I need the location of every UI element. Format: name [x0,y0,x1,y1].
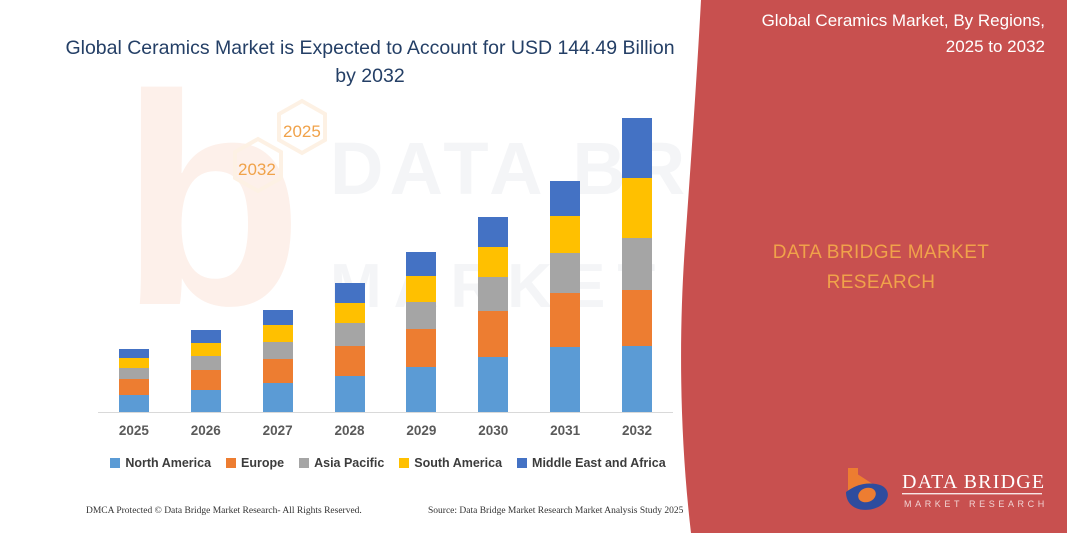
bar-segment[interactable] [622,289,653,346]
watermark-b-logo: b [120,32,303,368]
legend-label: Europe [241,456,285,470]
legend-swatch-icon [226,458,237,468]
legend-item[interactable]: North America [110,456,211,470]
bar-segment[interactable] [118,357,149,369]
bar-segment[interactable] [190,355,221,371]
bar-segment[interactable] [622,238,653,290]
bar-segment[interactable] [334,302,365,324]
x-axis-label-2026: 2026 [190,423,221,438]
bar-segment[interactable] [118,379,149,395]
bar-group-2025[interactable] [118,348,149,413]
bar-segment[interactable] [406,329,437,368]
bar-segment[interactable] [118,348,149,358]
right-panel [667,0,1067,533]
bar-segment[interactable] [118,394,149,413]
legend-item[interactable]: Middle East and Africa [517,456,666,470]
bar-segment[interactable] [478,277,509,311]
bar-segment[interactable] [406,251,437,277]
hexagon-2032-label: 2032 [238,160,276,179]
logo-name: DATA BRIDGE [902,471,1045,493]
bar-segment[interactable] [334,345,365,377]
bar-segment[interactable] [262,325,293,342]
bar-group-2026[interactable] [190,330,221,413]
legend-item[interactable]: Europe [226,456,284,470]
bar-segment[interactable] [406,276,437,302]
bar-segment[interactable] [406,301,437,330]
bar-segment[interactable] [190,370,221,390]
x-axis-label-2032: 2032 [622,423,653,438]
footer-copyright: DMCA Protected © Data Bridge Market Rese… [86,506,362,516]
legend-label: Middle East and Africa [532,456,666,470]
legend-label: Asia Pacific [314,456,385,470]
bar-segment[interactable] [622,345,653,413]
bar-segment[interactable] [478,217,509,247]
bar-group-2027[interactable] [262,309,293,413]
bar-segment[interactable] [190,342,221,356]
legend-swatch-icon [110,458,121,468]
bar-segment[interactable] [190,389,221,413]
chart-legend: North America Europe Asia Pacific South Ame… [98,456,678,470]
legend-item[interactable]: Asia Pacific [299,456,384,470]
x-axis-label-2028: 2028 [334,423,365,438]
right-panel-background [681,0,1067,533]
chart-x-axis: 2025 2026 2027 2028 2029 2030 2031 2032 [98,423,673,445]
bar-segment[interactable] [406,367,437,413]
legend-item[interactable]: South America [399,456,502,470]
legend-label: North America [125,456,212,470]
bar-segment[interactable] [550,181,581,217]
legend-swatch-icon [517,458,528,468]
x-axis-label-2030: 2030 [478,423,509,438]
x-axis-label-2027: 2027 [262,423,293,438]
bar-segment[interactable] [550,292,581,347]
bar-segment[interactable] [262,341,293,359]
bar-segment[interactable] [478,356,509,413]
bar-segment[interactable] [550,252,581,293]
footer: DMCA Protected © Data Bridge Market Rese… [0,506,720,526]
bar-chart-plot-area [98,118,673,413]
logo-svg: DATA BRIDGE MARKET RESEARCH [846,468,1048,510]
bar-group-2030[interactable] [478,217,509,413]
data-bridge-logo: DATA BRIDGE MARKET RESEARCH [840,462,1055,516]
bar-segment[interactable] [478,310,509,357]
hexagon-2025-label: 2025 [283,122,321,141]
bar-group-2028[interactable] [334,283,365,413]
bar-group-2032[interactable] [622,118,653,413]
bar-group-2031[interactable] [550,181,581,413]
chart-baseline-axis [98,412,673,413]
bar-segment[interactable] [550,346,581,413]
legend-swatch-icon [399,458,410,468]
x-axis-label-2031: 2031 [550,423,581,438]
bar-segment[interactable] [118,368,149,380]
bar-segment[interactable] [262,309,293,326]
chart-panel: b DATA BRIDGE MARKET RESEARCH Global Cer… [0,32,1067,526]
legend-swatch-icon [299,458,310,468]
legend-label: South America [414,456,503,470]
bar-segment[interactable] [478,246,509,278]
x-axis-label-2029: 2029 [406,423,437,438]
bar-segment[interactable] [550,216,581,253]
logo-tagline: MARKET RESEARCH [904,499,1048,509]
bar-segment[interactable] [622,118,653,179]
panel-brand-text: DATA BRIDGE MARKET RESEARCH [772,242,990,293]
panel-title: Global Ceramics Market, By Regions, 2025… [761,11,1045,56]
bar-segment[interactable] [334,376,365,413]
bar-segment[interactable] [190,330,221,343]
bar-segment[interactable] [334,283,365,303]
bar-segment[interactable] [262,383,293,413]
bar-segment[interactable] [262,358,293,384]
bar-group-2029[interactable] [406,251,437,413]
x-axis-label-2025: 2025 [118,423,149,438]
chart-title: Global Ceramics Market is Expected to Ac… [65,37,675,87]
bar-segment[interactable] [622,178,653,239]
bar-segment[interactable] [334,323,365,346]
footer-source: Source: Data Bridge Market Research Mark… [428,506,684,516]
